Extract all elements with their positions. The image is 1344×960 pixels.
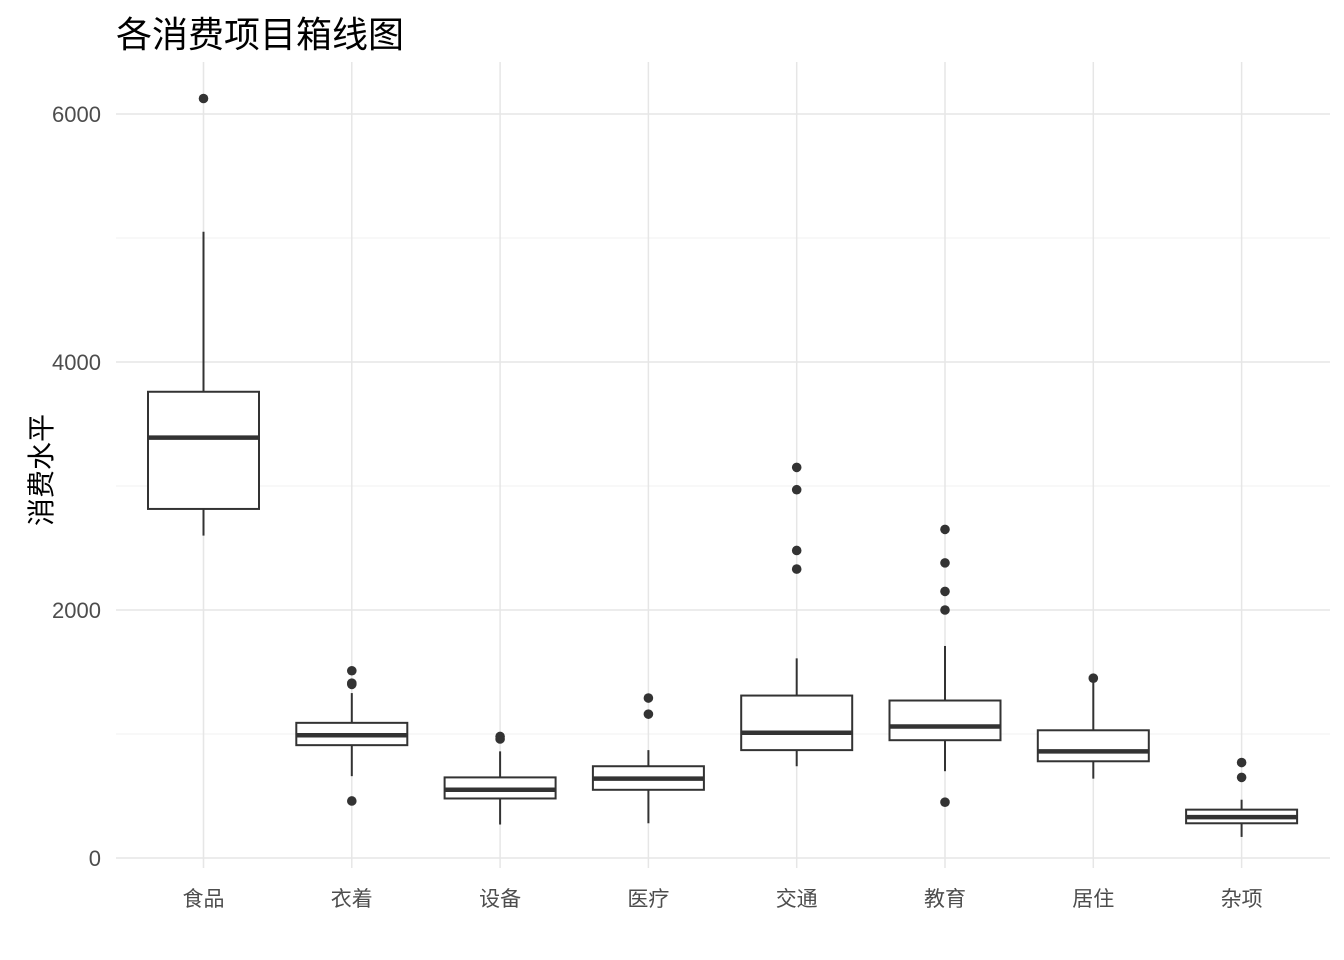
outlier-point bbox=[1088, 673, 1099, 683]
x-tick-label: 居住 bbox=[1072, 887, 1114, 911]
outlier-point bbox=[940, 586, 950, 597]
outlier-point bbox=[198, 93, 209, 104]
chart-title: 各消费项目箱线图 bbox=[116, 15, 405, 56]
outlier-point bbox=[347, 796, 357, 806]
outlier-point bbox=[940, 524, 950, 535]
outlier-point bbox=[495, 731, 505, 742]
outlier-point bbox=[1236, 757, 1247, 768]
box-iqr bbox=[888, 699, 1002, 742]
outlier-point bbox=[940, 558, 950, 568]
box-iqr bbox=[1036, 729, 1150, 763]
outlier-point bbox=[940, 797, 950, 807]
x-tick-label: 食品 bbox=[183, 887, 225, 911]
outlier-point bbox=[347, 678, 357, 688]
y-tick-label: 0 bbox=[89, 846, 101, 871]
x-tick-label: 医疗 bbox=[627, 887, 669, 911]
x-tick-label: 交通 bbox=[776, 887, 818, 911]
outlier-point bbox=[791, 564, 802, 574]
box-iqr bbox=[147, 390, 260, 510]
x-tick-label: 教育 bbox=[924, 887, 966, 911]
outlier-point bbox=[791, 484, 802, 495]
box-iqr bbox=[740, 694, 854, 752]
outlier-point bbox=[347, 665, 357, 676]
outlier-point bbox=[643, 693, 654, 703]
y-tick-label: 2000 bbox=[52, 598, 101, 623]
y-tick-label: 4000 bbox=[52, 350, 101, 375]
outlier-point bbox=[791, 462, 802, 473]
outlier-point bbox=[791, 545, 802, 556]
outlier-point bbox=[940, 605, 950, 615]
outlier-point bbox=[643, 709, 654, 719]
x-tick-label: 设备 bbox=[479, 887, 521, 911]
x-tick-label: 衣着 bbox=[331, 887, 373, 911]
x-tick-label: 杂项 bbox=[1221, 887, 1263, 911]
y-tick-label: 6000 bbox=[52, 102, 101, 127]
outlier-point bbox=[1236, 772, 1247, 783]
